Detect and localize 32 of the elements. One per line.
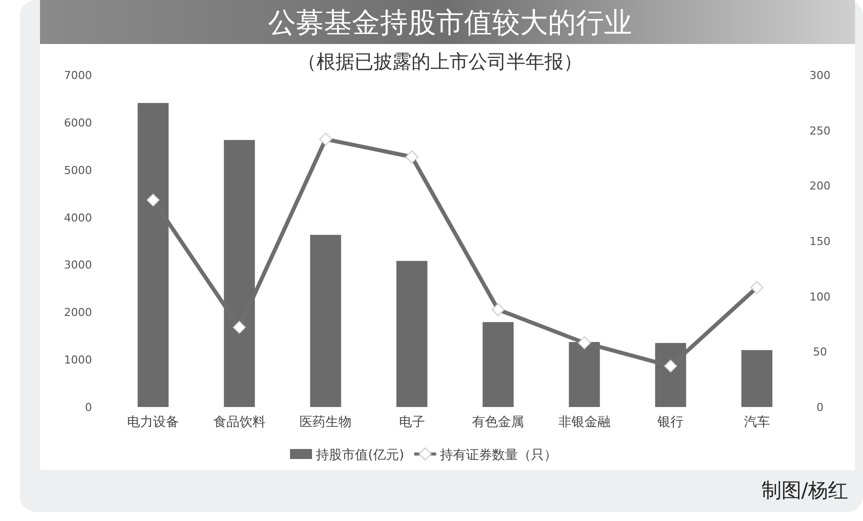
- bar: [741, 350, 772, 407]
- y-tick-label: 0: [85, 401, 92, 414]
- x-tick-label: 食品饮料: [213, 415, 266, 430]
- y2-tick-label: 300: [810, 69, 830, 82]
- chart-subtitle: （根据已披露的上市公司半年报）: [298, 51, 582, 73]
- y-tick-label: 7000: [64, 69, 92, 82]
- y2-tick-label: 50: [813, 346, 827, 359]
- chart-title: 公募基金持股市值较大的行业: [268, 6, 632, 39]
- y2-tick-label: 200: [810, 180, 830, 193]
- text: 制图/杨红: [761, 478, 848, 502]
- x-tick-label: 汽车: [744, 415, 770, 430]
- y-tick-label: 4000: [64, 211, 92, 224]
- y-tick-label: 1000: [64, 354, 92, 367]
- legend-label: 持有证券数量（只）: [440, 448, 558, 463]
- y-tick-label: 3000: [64, 258, 92, 272]
- y-tick-label: 6000: [64, 116, 92, 130]
- y2-tick-label: 100: [810, 290, 830, 304]
- y2-tick-label: 250: [810, 124, 830, 138]
- x-tick-label: 银行: [656, 415, 684, 430]
- y-tick-label: 5000: [64, 164, 92, 177]
- bar: [396, 260, 428, 407]
- y-tick-label: 2000: [64, 306, 92, 320]
- y2-tick-label: 0: [816, 401, 824, 414]
- bar: [482, 322, 514, 407]
- x-tick-label: 电子: [398, 415, 425, 430]
- x-tick-label: 非银金融: [558, 415, 610, 430]
- y2-tick-label: 150: [810, 235, 830, 248]
- legend-label: 持股市值(亿元): [316, 448, 404, 463]
- x-tick-label: 有色金属: [472, 415, 524, 430]
- x-tick-label: 电力设备: [127, 415, 180, 430]
- bar: [310, 234, 342, 407]
- x-tick-label: 医药生物: [300, 415, 352, 430]
